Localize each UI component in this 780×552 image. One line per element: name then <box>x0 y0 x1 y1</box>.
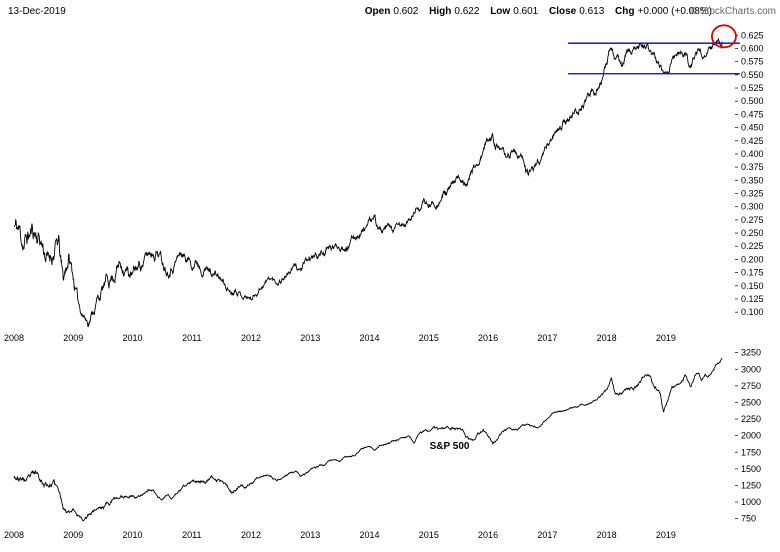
y-axis-label: 1250 <box>741 480 761 490</box>
low-label: Low <box>490 6 511 17</box>
y-axis-label: 1500 <box>741 464 761 474</box>
ratio-chart: 0.625 0.600 0.575 0.550 0.525 0.500 0.475 0.450… <box>4 24 764 343</box>
y-axis-label: 0.175 <box>741 268 764 278</box>
x-axis-label: 2008 <box>4 530 24 540</box>
y-axis-label: 0.600 <box>741 43 764 53</box>
chg-label: Chg <box>615 6 635 17</box>
y-axis-label: 0.100 <box>741 307 764 317</box>
y-axis-label: 0.250 <box>741 228 764 238</box>
x-axis-label: 2008 <box>4 333 24 343</box>
sp500-label: S&P 500 <box>430 441 470 452</box>
open-label: Open <box>364 6 391 17</box>
y-axis-label: 0.550 <box>741 70 764 80</box>
y-axis-label: 0.475 <box>741 109 764 119</box>
x-axis-label: 2019 <box>656 530 676 540</box>
y-axis-label: 0.125 <box>741 294 764 304</box>
y-axis-label: 1750 <box>741 447 761 457</box>
y-axis-label: 0.375 <box>741 162 764 172</box>
x-axis-label: 2013 <box>300 333 320 343</box>
x-axis-label: 2017 <box>537 333 557 343</box>
close-label: Close <box>549 6 577 17</box>
y-axis-label: 0.575 <box>741 57 764 67</box>
y-axis-label: 2500 <box>741 397 761 407</box>
stockcharts-credit: © StockCharts.com <box>689 6 776 17</box>
y-axis-label: 0.300 <box>741 202 764 212</box>
x-axis-label: 2014 <box>360 333 380 343</box>
y-axis-label: 3000 <box>741 364 761 374</box>
y-axis-label: 0.425 <box>741 136 764 146</box>
chart-date: 13-Dec-2019 <box>8 6 66 17</box>
y-axis-label: 2000 <box>741 431 761 441</box>
x-axis-label: 2018 <box>597 530 617 540</box>
x-axis-label: 2013 <box>300 530 320 540</box>
x-axis-label: 2017 <box>537 530 557 540</box>
sp500-close-line <box>13 357 723 522</box>
x-axis-label: 2011 <box>182 530 201 540</box>
y-axis-label: 0.625 <box>741 30 764 40</box>
y-axis-label: 2250 <box>741 414 761 424</box>
x-axis-label: 2012 <box>241 333 261 343</box>
y-axis-label: 0.325 <box>741 189 764 199</box>
x-axis-label: 2019 <box>656 333 676 343</box>
x-axis-label: 2009 <box>63 333 83 343</box>
y-axis-label: 3250 <box>741 348 761 358</box>
high-label: High <box>429 6 452 17</box>
close-value: 0.613 <box>579 6 605 17</box>
x-axis-label: 2010 <box>123 333 143 343</box>
y-axis-label: 0.400 <box>741 149 764 159</box>
x-axis-label: 2015 <box>419 333 439 343</box>
x-axis-label: 2016 <box>478 530 498 540</box>
y-axis-label: 2750 <box>741 381 761 391</box>
low-value: 0.601 <box>513 6 539 17</box>
x-axis-label: 2015 <box>419 530 439 540</box>
x-axis-label: 2011 <box>182 333 201 343</box>
y-axis-label: 0.275 <box>741 215 764 225</box>
y-axis-label: 0.500 <box>741 96 764 106</box>
latest-price-highlight-circle <box>711 24 737 49</box>
x-axis-label: 2010 <box>123 530 143 540</box>
x-axis-label: 2018 <box>597 333 617 343</box>
y-axis-label: 1000 <box>741 497 761 507</box>
x-axis-label: 2009 <box>63 530 83 540</box>
x-axis-label: 2012 <box>241 530 261 540</box>
ratio-close-line <box>13 38 723 328</box>
y-axis-label: 750 <box>741 514 756 524</box>
y-axis-label: 0.150 <box>741 281 764 291</box>
x-axis-label: 2016 <box>478 333 498 343</box>
y-axis-label: 0.525 <box>741 83 764 93</box>
high-value: 0.622 <box>454 6 480 17</box>
open-value: 0.602 <box>393 6 419 17</box>
y-axis-label: 0.450 <box>741 123 764 133</box>
chg-value: +0.000 (+0.08%) <box>637 6 713 17</box>
sp500-chart: 3250 3000 2750 2500 2250 2000 1750 1500 1250 1000… <box>4 348 761 540</box>
y-axis-label: 0.200 <box>741 254 764 264</box>
ohlc-quote-bar: Open 0.602 High 0.622 Low 0.601 Close 0.613 … <box>365 6 712 17</box>
y-axis-label: 0.225 <box>741 241 764 251</box>
y-axis-label: 0.350 <box>741 175 764 185</box>
x-axis-label: 2014 <box>360 530 380 540</box>
